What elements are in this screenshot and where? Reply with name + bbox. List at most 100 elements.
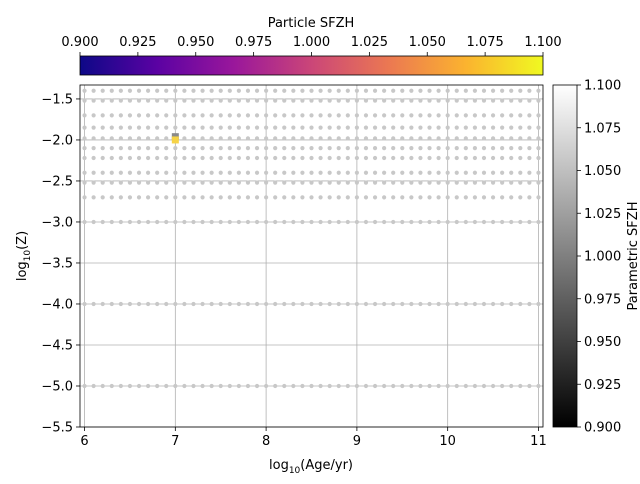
scatter-point bbox=[164, 136, 169, 141]
scatter-point bbox=[218, 136, 223, 141]
highlight-points bbox=[171, 133, 179, 144]
scatter-point bbox=[472, 155, 478, 161]
scatter-point bbox=[173, 125, 178, 130]
scatter-point bbox=[382, 125, 387, 130]
scatter-point bbox=[509, 301, 514, 307]
scatter-point bbox=[318, 88, 323, 93]
scatter-point bbox=[382, 195, 387, 200]
scatter-point bbox=[218, 180, 223, 185]
scatter-point bbox=[245, 125, 251, 130]
scatter-point bbox=[472, 98, 478, 103]
scatter-point bbox=[454, 113, 459, 118]
scatter-point bbox=[91, 125, 96, 130]
scatter-point bbox=[227, 301, 232, 307]
scatter-point bbox=[436, 136, 441, 141]
scatter-point bbox=[372, 136, 378, 141]
scatter-point bbox=[82, 180, 87, 185]
scatter-point bbox=[481, 98, 487, 103]
highlight-point bbox=[171, 136, 179, 144]
scatter-point bbox=[490, 155, 496, 161]
scatter-point bbox=[400, 383, 405, 389]
scatter-point bbox=[409, 195, 414, 200]
scatter-point bbox=[536, 146, 541, 151]
scatter-point bbox=[136, 98, 142, 103]
scatter-point bbox=[481, 113, 487, 118]
scatter-point bbox=[127, 383, 133, 389]
scatter-point bbox=[309, 155, 314, 161]
scatter-point bbox=[273, 180, 278, 185]
scatter-point bbox=[236, 125, 241, 130]
scatter-point bbox=[273, 383, 278, 389]
scatter-point bbox=[182, 301, 187, 307]
scatter-point bbox=[82, 155, 87, 161]
scatter-point bbox=[300, 146, 305, 151]
plot-area: 6 7 8 9 10 11 −1.5 −2.0 −2.5 −3.0 −3.5 −4.0 −4.5 −5.… bbox=[41, 84, 547, 449]
scatter-point bbox=[155, 180, 160, 185]
scatter-point bbox=[445, 88, 450, 93]
scatter-point bbox=[191, 195, 196, 200]
scatter-point bbox=[372, 125, 378, 130]
scatter-point bbox=[336, 383, 341, 389]
scatter-point bbox=[273, 98, 278, 103]
scatter-point bbox=[345, 219, 350, 225]
scatter-point bbox=[454, 155, 459, 161]
scatter-point bbox=[218, 301, 223, 307]
scatter-point bbox=[345, 146, 350, 151]
scatter-point bbox=[400, 219, 405, 225]
scatter-point bbox=[209, 219, 214, 225]
scatter-point bbox=[309, 98, 314, 103]
scatter-point bbox=[409, 125, 414, 130]
scatter-point bbox=[264, 136, 269, 141]
scatter-point bbox=[518, 88, 523, 93]
scatter-point bbox=[236, 136, 241, 141]
scatter-point bbox=[327, 113, 332, 118]
scatter-point bbox=[418, 146, 423, 151]
scatter-point bbox=[136, 155, 142, 161]
scatter-point bbox=[127, 155, 133, 161]
scatter-point bbox=[445, 113, 450, 118]
scatter-point bbox=[400, 170, 405, 175]
scatter-point bbox=[436, 88, 441, 93]
scatter-point bbox=[509, 125, 514, 130]
scatter-point bbox=[182, 383, 187, 389]
scatter-point bbox=[436, 180, 441, 185]
scatter-point bbox=[164, 195, 169, 200]
scatter-point bbox=[145, 98, 151, 103]
scatter-point bbox=[82, 136, 87, 141]
scatter-point bbox=[345, 155, 350, 161]
scatter-point bbox=[400, 195, 405, 200]
scatter-point bbox=[372, 219, 378, 225]
scatter-point bbox=[155, 136, 160, 141]
scatter-point bbox=[282, 113, 287, 118]
scatter-point bbox=[236, 113, 241, 118]
scatter-point bbox=[463, 301, 468, 307]
scatter-point bbox=[182, 170, 187, 175]
scatter-point bbox=[136, 136, 142, 141]
scatter-point bbox=[245, 195, 251, 200]
scatter-point bbox=[200, 383, 205, 389]
scatter-point bbox=[527, 155, 532, 161]
scatter-point bbox=[127, 219, 133, 225]
scatter-point bbox=[382, 98, 387, 103]
scatter-point bbox=[445, 146, 450, 151]
scatter-point bbox=[400, 146, 405, 151]
scatter-point bbox=[536, 170, 541, 175]
scatter-point bbox=[327, 170, 332, 175]
scatter-point bbox=[291, 155, 296, 161]
scatter-point bbox=[282, 195, 287, 200]
scatter-point bbox=[191, 136, 196, 141]
scatter-point bbox=[118, 301, 123, 307]
scatter-point bbox=[509, 98, 514, 103]
scatter-point bbox=[481, 155, 487, 161]
scatter-point bbox=[363, 146, 369, 151]
scatter-point bbox=[100, 301, 105, 307]
scatter-point bbox=[500, 88, 505, 93]
scatter-point bbox=[164, 146, 169, 151]
scatter-point bbox=[463, 136, 468, 141]
scatter-point bbox=[427, 98, 432, 103]
scatter-point bbox=[118, 155, 123, 161]
scatter-point bbox=[145, 170, 151, 175]
scatter-point bbox=[427, 155, 432, 161]
scatter-point bbox=[264, 301, 269, 307]
scatter-point bbox=[118, 219, 123, 225]
